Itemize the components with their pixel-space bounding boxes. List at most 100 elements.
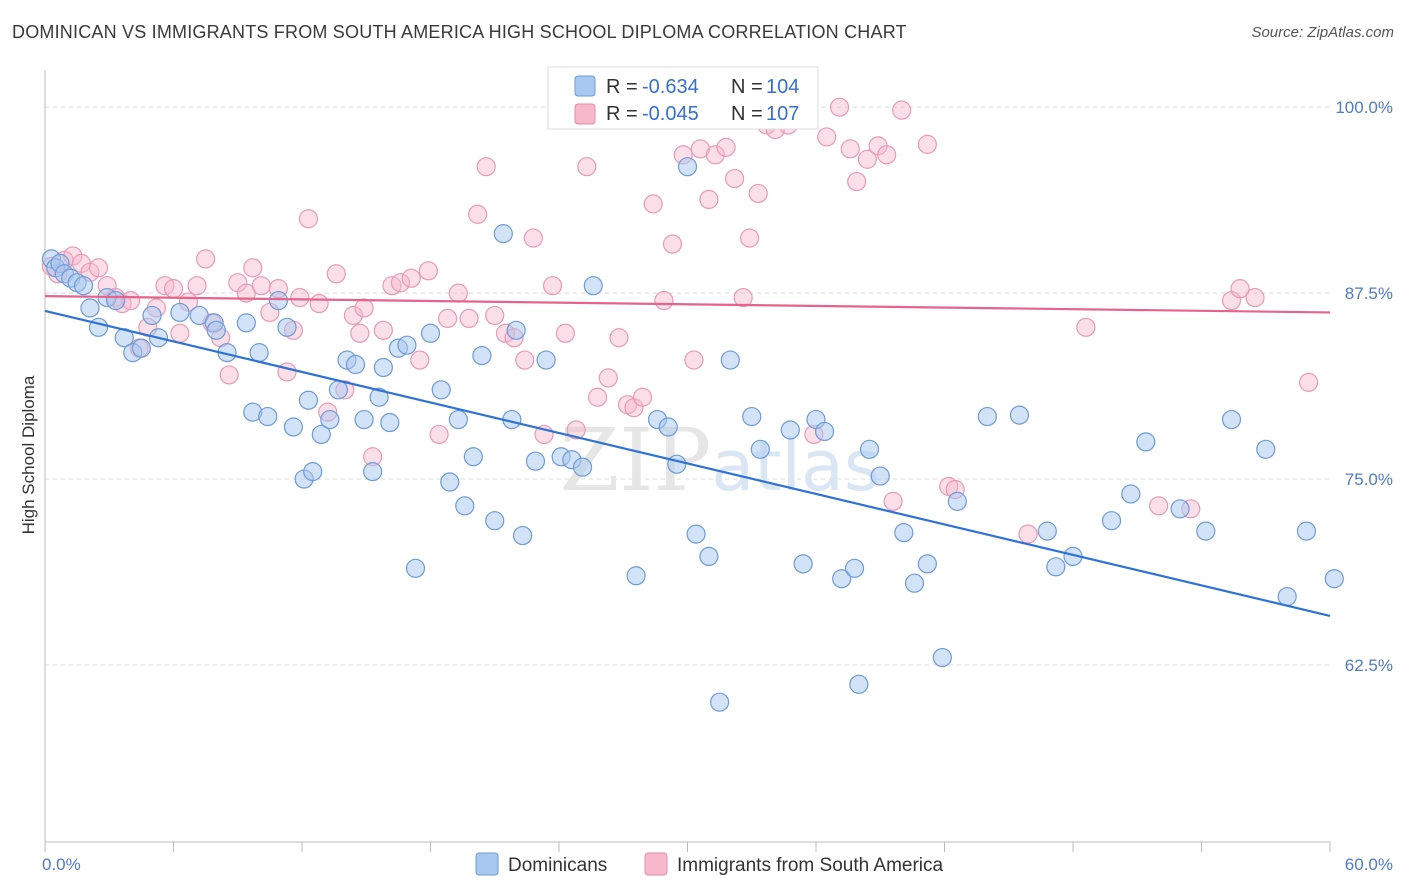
data-point-immigrants [566, 420, 586, 440]
data-point-immigrants [459, 308, 479, 329]
data-point-dominicans [397, 335, 417, 355]
data-point-immigrants [401, 268, 421, 288]
y-tick-label: 87.5% [1345, 284, 1393, 303]
series-dominicans-points [41, 97, 1344, 712]
data-point-immigrants [476, 157, 496, 177]
y-tick-labels: 62.5% 75.0% 87.5% 100.0% [1335, 98, 1393, 675]
data-point-dominicans [710, 692, 730, 712]
trend-line-dominicans [44, 309, 1331, 617]
data-point-immigrants [485, 305, 505, 326]
watermark-atlas: atlas [711, 425, 880, 507]
data-point-immigrants [1149, 496, 1169, 516]
data-point-immigrants [1018, 524, 1038, 544]
data-point-dominicans [844, 558, 865, 578]
data-point-dominicans [249, 343, 269, 363]
data-point-immigrants [290, 287, 310, 308]
x-tick-labels: 0.0% 60.0% [42, 855, 1393, 874]
data-point-dominicans [932, 647, 952, 668]
data-point-immigrants [662, 234, 683, 254]
data-point-dominicans [512, 525, 533, 546]
data-point-dominicans [431, 380, 451, 400]
gridlines [45, 106, 1330, 666]
data-point-dominicans [472, 345, 492, 366]
data-point-dominicans [268, 290, 289, 311]
data-point-dominicans [236, 313, 256, 333]
data-point-immigrants [390, 273, 411, 293]
data-point-immigrants [410, 350, 430, 370]
data-point-immigrants [699, 189, 719, 210]
data-point-immigrants [277, 362, 297, 382]
data-point-dominicans [894, 523, 914, 543]
data-point-dominicans [870, 466, 890, 486]
data-point-immigrants [684, 350, 704, 370]
data-point-dominicans [1046, 557, 1066, 577]
data-point-immigrants [298, 209, 319, 229]
data-point-immigrants [326, 264, 346, 284]
y-axis-label: High School Diploma [19, 375, 38, 534]
data-point-immigrants [1298, 372, 1319, 392]
data-point-immigrants [829, 97, 850, 117]
data-point-immigrants [243, 258, 263, 278]
source-credit: Source: ZipAtlas.com [1251, 24, 1394, 41]
data-point-immigrants [705, 145, 725, 165]
data-point-immigrants [170, 323, 190, 343]
legend-swatch-dominicans [574, 75, 596, 97]
data-point-immigrants [350, 323, 370, 343]
legend-r-value-2: -0.045 [642, 103, 699, 125]
legend-r-label-1: R = [606, 76, 638, 98]
data-point-immigrants [448, 283, 468, 303]
data-point-immigrants [373, 320, 393, 340]
data-point-dominicans [677, 157, 698, 177]
data-point-dominicans [380, 412, 400, 433]
legend-bottom: Dominicans Immigrants from South America [475, 852, 944, 876]
data-point-dominicans [686, 524, 706, 544]
data-point-dominicans [283, 417, 304, 437]
data-point-immigrants [429, 424, 449, 445]
data-point-dominicans [1324, 569, 1344, 589]
x-tick-label-min: 0.0% [42, 855, 81, 874]
data-point-dominicans [142, 305, 162, 326]
data-point-immigrants [88, 258, 109, 278]
data-point-dominicans [1170, 499, 1190, 519]
legend-swatch-immigrants [574, 103, 596, 125]
data-point-dominicans [363, 462, 383, 482]
data-point-immigrants [857, 149, 878, 169]
data-point-dominicans [626, 566, 646, 586]
data-point-dominicans [303, 462, 323, 482]
data-point-immigrants [1230, 279, 1250, 299]
data-point-dominicans [832, 569, 852, 589]
data-point-dominicans [977, 406, 997, 427]
data-point-immigrants [187, 276, 207, 296]
data-point-dominicans [904, 573, 925, 593]
data-point-dominicans [917, 554, 937, 574]
data-point-immigrants [609, 328, 629, 348]
data-point-dominicans [1136, 432, 1156, 452]
data-point-immigrants [577, 157, 597, 177]
data-point-dominicans [1121, 484, 1141, 504]
data-point-immigrants [643, 194, 663, 214]
data-point-immigrants [343, 305, 363, 326]
data-point-immigrants [515, 350, 535, 370]
bottom-legend-dominicans: Dominicans [508, 855, 607, 876]
trend-line-immigrants [44, 294, 1331, 314]
data-point-immigrants [877, 145, 897, 165]
data-point-dominicans [583, 276, 603, 296]
data-point-dominicans [1101, 511, 1122, 531]
data-point-dominicans [493, 224, 513, 244]
data-point-dominicans [1196, 521, 1216, 541]
data-point-immigrants [917, 134, 937, 154]
legend-n-label-2: N = [731, 103, 763, 125]
legend-r-label-2: R = [606, 103, 638, 125]
trend-lines [44, 294, 1331, 617]
data-point-dominicans [572, 457, 593, 477]
data-point-immigrants [438, 308, 458, 329]
data-point-dominicans [298, 390, 319, 410]
data-point-immigrants [740, 228, 760, 248]
data-point-dominicans [720, 350, 740, 370]
legend-n-value-2: 107 [766, 103, 799, 125]
data-point-dominicans [849, 674, 869, 694]
legend-r-value-1: -0.634 [642, 76, 699, 98]
data-point-immigrants [840, 139, 860, 159]
data-point-dominicans [131, 338, 151, 358]
